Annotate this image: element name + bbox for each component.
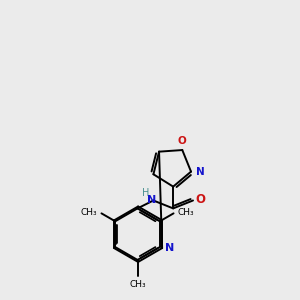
Text: CH₃: CH₃ [81,208,98,217]
Text: CH₃: CH₃ [178,208,194,217]
Text: N: N [196,167,205,177]
Text: N: N [147,196,156,206]
Text: O: O [195,193,205,206]
Text: H: H [142,188,149,197]
Text: CH₃: CH₃ [129,280,146,289]
Text: N: N [165,243,174,253]
Text: O: O [178,136,187,146]
